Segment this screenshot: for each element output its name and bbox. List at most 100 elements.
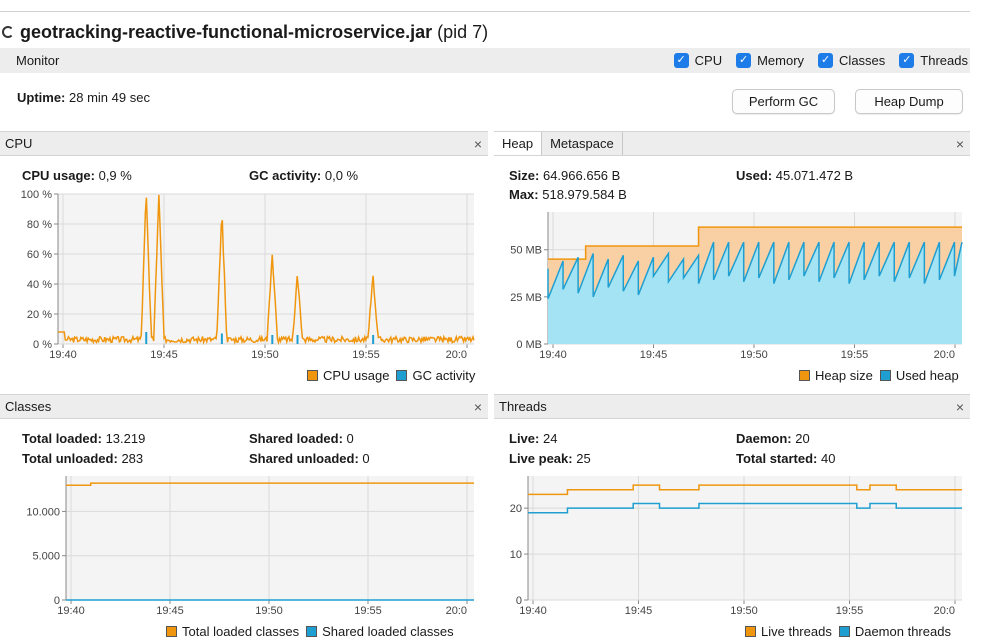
y-tick-label: 40 % [27,279,52,291]
x-tick-label: 19:50 [730,605,758,617]
x-tick-label: 19:55 [841,349,869,361]
total-loaded-label: Total loaded: [22,431,102,446]
heap-size-value: 64.966.656 B [542,168,621,183]
cpu-usage-line [58,194,475,346]
live-threads-value: 24 [542,431,558,446]
plot-area [528,476,962,600]
total-unloaded-value: 283 [121,451,144,466]
y-tick-label: 25 MB [510,292,542,304]
app-pid: (pid 7) [437,21,489,42]
heap-size-legend-label: Heap size [815,368,873,383]
gc-activity-legend-item: GC activity [396,368,475,383]
total-loaded-legend-label: Total loaded classes [182,624,300,639]
heap-chart: 19:40 19:45 19:50 19:55 20:0 0 MB 25 MB 50 MB [510,212,963,361]
total-loaded-stat: Total loaded: 13.219 [22,431,145,446]
live-threads-label: Live: [509,431,540,446]
y-tick-label: 0 [516,595,522,607]
close-icon[interactable]: × [955,398,965,415]
threads-panel-header: Threads × [494,394,970,419]
live-threads-legend-item: Live threads [745,624,832,639]
monitor-label: Monitor [16,53,60,68]
y-tick-label: 20 [510,503,522,515]
total-started-label: Total started: [736,451,818,466]
x-tick-label: 20:0 [934,349,955,361]
top-divider [0,11,970,12]
gc-activity-stat: GC activity: 0,0 % [249,168,358,183]
used-heap-area [548,242,962,344]
threads-checkbox-label: Threads [920,53,968,68]
total-started-value: 40 [821,451,836,466]
heap-used-stat: Used: 45.071.472 B [736,168,853,183]
memory-panel-header: Heap Metaspace × [494,131,970,156]
perform-gc-button[interactable]: Perform GC [732,89,835,114]
checkmark-icon: ✓ [818,53,834,68]
y-tick-label: 0 % [33,339,52,351]
shared-unloaded-stat: Shared unloaded: 0 [249,451,370,466]
daemon-threads-legend-label: Daemon threads [854,624,951,639]
y-tick-label: 0 MB [516,339,542,351]
memory-checkbox-label: Memory [757,53,805,68]
live-peak-label: Live peak: [509,451,573,466]
cpu-panel-title: CPU [5,136,33,151]
heap-legend: Heap size Used heap [792,368,959,383]
live-peak-stat: Live peak: 25 [509,451,591,466]
memory-checkbox[interactable]: ✓ Memory [736,53,804,68]
x-tick-label: 19:45 [640,349,668,361]
classes-panel-header: Classes × [0,394,488,419]
heap-size-label: Size: [509,168,540,183]
cpu-legend: CPU usage GC activity [300,368,475,383]
cpu-usage-label: CPU usage: [22,168,95,183]
uptime-stat: Uptime: 28 min 49 sec [17,90,150,105]
y-tick-label: 10 [510,549,522,561]
x-tick-label: 19:50 [255,605,283,617]
app-title-bar: geotracking-reactive-functional-microser… [2,20,488,44]
checkmark-icon: ✓ [899,53,915,68]
shared-loaded-legend-label: Shared loaded classes [322,624,454,639]
y-tick-label: 100 % [21,190,52,201]
y-tick-label: 60 % [27,249,52,261]
tab-metaspace[interactable]: Metaspace [542,132,623,155]
x-tick-label: 19:40 [57,605,85,617]
daemon-threads-value: 20 [795,431,810,446]
threads-legend: Live threads Daemon threads [738,624,951,639]
close-icon[interactable]: × [473,398,483,415]
close-icon[interactable]: × [955,135,965,152]
x-tick-label: 20:0 [446,349,467,361]
plot-area [66,476,474,600]
shared-loaded-legend-item: Shared loaded classes [306,624,454,639]
daemon-threads-label: Daemon: [736,431,792,446]
plot-area [58,194,474,344]
threads-checkbox[interactable]: ✓ Threads [899,53,968,68]
y-tick-label: 10.000 [26,506,60,518]
gc-activity-value: 0,0 % [324,168,359,183]
heap-size-line [548,226,962,260]
heap-max-value: 518.979.584 B [542,187,627,202]
checkmark-icon: ✓ [736,53,752,68]
total-unloaded-stat: Total unloaded: 283 [22,451,143,466]
shared-loaded-value: 0 [346,431,354,446]
classes-checkbox-label: Classes [839,53,886,68]
uptime-value: 28 min 49 sec [69,90,150,105]
y-tick-label: 5.000 [32,551,60,563]
cpu-usage-stat: CPU usage: 0,9 % [22,168,132,183]
shared-unloaded-value: 0 [362,451,370,466]
cpu-panel-header: CPU × [0,131,488,156]
heap-size-stat: Size: 64.966.656 B [509,168,620,183]
used-heap-legend-item: Used heap [879,368,959,383]
classes-checkbox[interactable]: ✓ Classes [818,53,885,68]
cpu-checkbox[interactable]: ✓ CPU [673,53,722,68]
total-unloaded-label: Total unloaded: [22,451,118,466]
gc-activity-label: GC activity: [249,168,322,183]
tab-heap[interactable]: Heap [494,132,543,155]
live-threads-legend-label: Live threads [761,624,832,639]
heap-max-stat: Max: 518.979.584 B [509,187,627,202]
app-name: geotracking-reactive-functional-microser… [20,21,433,42]
close-icon[interactable]: × [473,135,483,152]
daemon-threads-legend-item: Daemon threads [838,624,951,639]
x-tick-label: 19:45 [156,605,184,617]
classes-chart: 19:40 19:45 19:50 19:55 20:0 0 5.000 10.000 [26,476,474,617]
x-tick-label: 19:50 [740,349,768,361]
heap-dump-button[interactable]: Heap Dump [855,89,963,114]
x-tick-label: 19:40 [49,349,77,361]
uptime-label: Uptime: [17,90,66,105]
